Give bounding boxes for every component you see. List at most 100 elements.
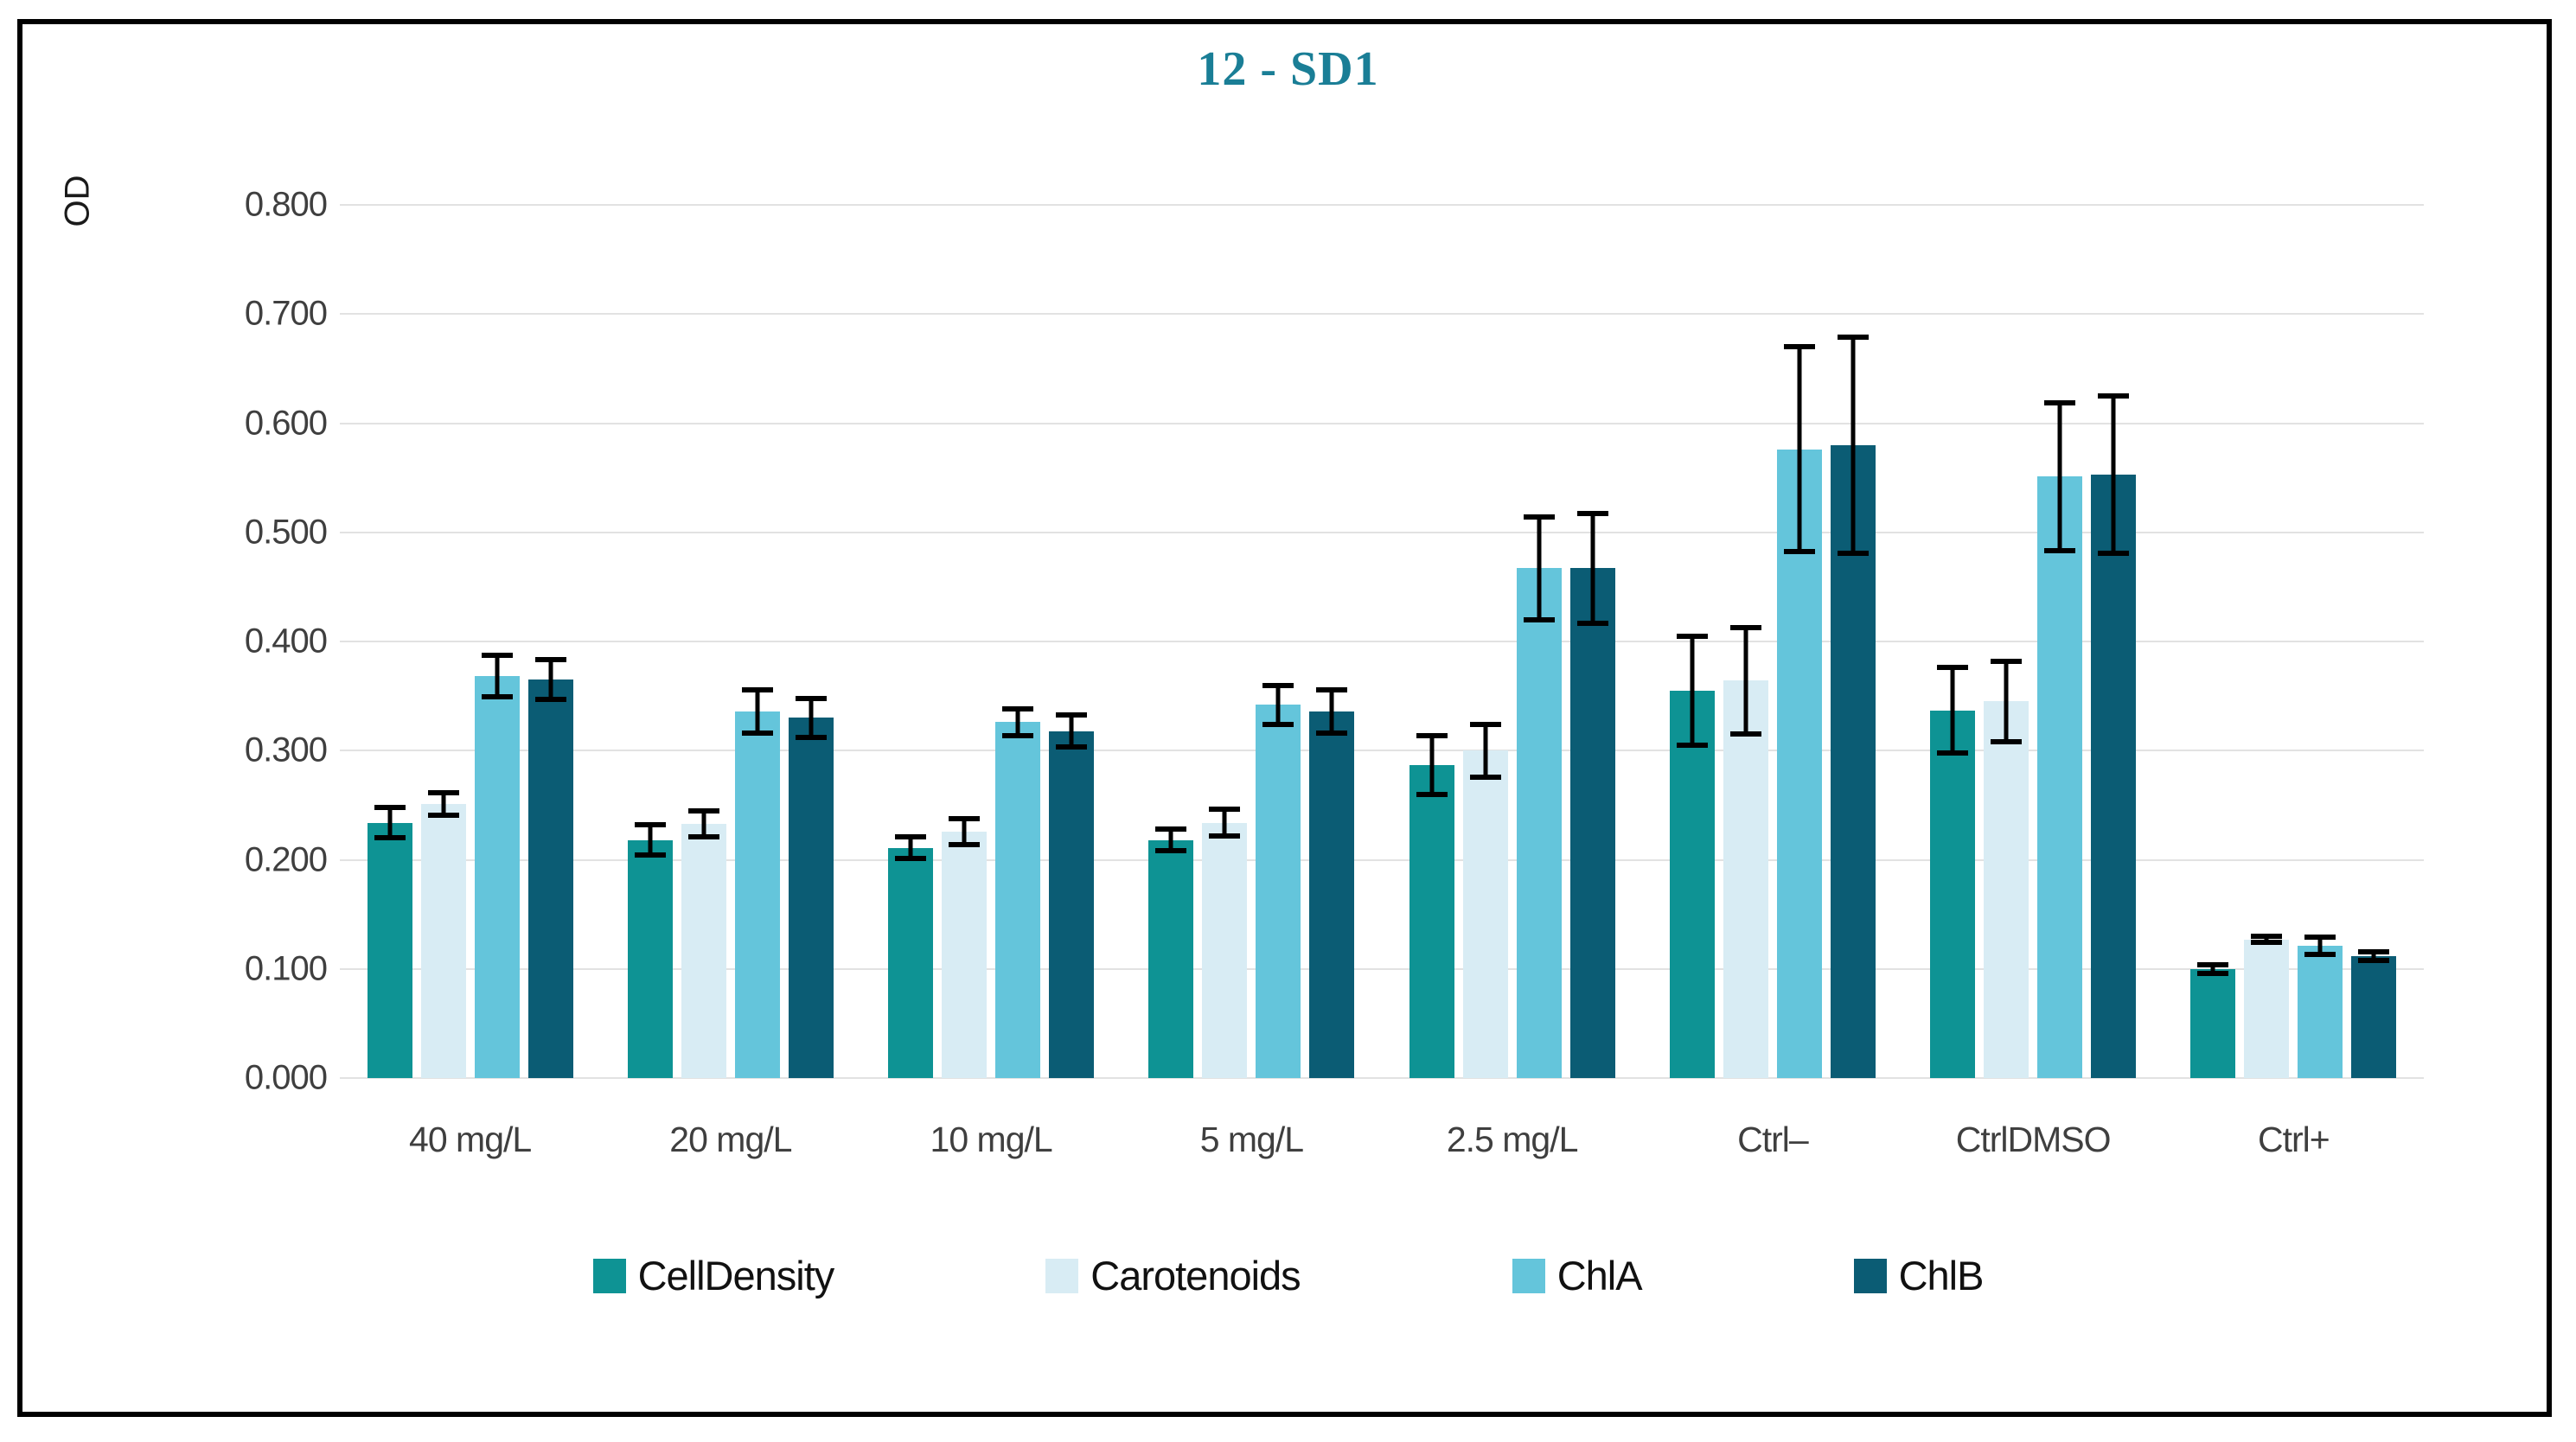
plot-area: 0.800 0.700 0.600 0.500 0.400 0.300 0.200 0.100… (245, 186, 2424, 1159)
gridline (340, 641, 2424, 642)
x-tick-label: 10 mg/L (930, 1120, 1053, 1159)
error-bar (755, 689, 760, 734)
error-bar-cap (1837, 334, 1869, 340)
bar-celldensity-2 (627, 839, 673, 1078)
bar-chla-2 (734, 711, 780, 1078)
error-bar-cap (1837, 550, 1869, 556)
bar-celldensity-5 (1409, 764, 1454, 1078)
gridline (340, 313, 2424, 316)
legend-label: ChlB (1898, 1253, 1985, 1298)
bar-carotenoids-2 (681, 823, 726, 1078)
error-bar (1168, 829, 1173, 852)
error-bar-cap (895, 856, 927, 862)
error-bar-cap (1209, 833, 1241, 839)
bar-chla-1 (474, 676, 520, 1078)
bar-carotenoids-8 (2244, 939, 2290, 1078)
error-bar-cap (2304, 952, 2336, 958)
error-bar-cap (534, 657, 566, 663)
error-bar-cap (1155, 826, 1187, 833)
error-bar (1329, 689, 1334, 734)
bar-chla-8 (2298, 946, 2343, 1078)
x-tick-label: 5 mg/L (1199, 1120, 1304, 1159)
error-bar-cap (2251, 940, 2283, 946)
error-bar (1690, 635, 1695, 745)
error-bar-cap (1729, 624, 1761, 630)
bar-chlb-5 (1569, 568, 1615, 1078)
error-bar (2371, 951, 2376, 960)
error-bar-cap (2044, 548, 2076, 554)
error-bar (1222, 809, 1227, 836)
error-bar-cap (1576, 511, 1608, 517)
error-bar (548, 660, 553, 699)
gridline (340, 422, 2424, 424)
y-tick-label: 0.800 (244, 185, 328, 224)
error-bar-cap (2358, 957, 2390, 963)
bar-celldensity-4 (1148, 839, 1194, 1078)
bar-chla-5 (1516, 568, 1562, 1078)
legend: CellDensity Carotenoids ChlA ChlB (0, 1252, 2576, 1299)
legend-label: ChlA (1556, 1253, 1643, 1298)
error-bar (2317, 937, 2323, 955)
error-bar-cap (1937, 750, 1969, 756)
gridline (340, 858, 2424, 861)
error-bar (2004, 660, 2009, 743)
error-bar-cap (949, 815, 981, 821)
bar-chlb-3 (1049, 731, 1095, 1078)
error-bar-cap (374, 835, 406, 841)
bar-carotenoids-7 (1984, 701, 2029, 1078)
legend-swatch-celldensity (592, 1258, 626, 1293)
error-bar (648, 825, 653, 856)
error-bar (1590, 514, 1595, 623)
error-bar (387, 807, 393, 839)
error-bar-cap (2251, 933, 2283, 939)
legend-item-celldensity: CellDensity (592, 1252, 834, 1299)
gridline (340, 967, 2424, 970)
legend-swatch-chlb (1853, 1258, 1887, 1293)
bar-chla-3 (995, 722, 1041, 1078)
error-bar-cap (1676, 742, 1708, 748)
error-bar-cap (481, 694, 513, 700)
error-bar-cap (687, 833, 719, 839)
error-bar-cap (1002, 732, 1034, 738)
error-bar-cap (795, 735, 827, 741)
error-bar-cap (1002, 706, 1034, 712)
y-tick-label: 0.600 (244, 404, 328, 442)
error-bar (2057, 402, 2062, 552)
bar-celldensity-1 (367, 822, 412, 1078)
error-bar-cap (634, 852, 666, 858)
error-bar-cap (2197, 961, 2229, 967)
error-bar-cap (1676, 633, 1708, 639)
legend-label: Carotenoids (1090, 1253, 1301, 1298)
gridline (340, 750, 2424, 752)
error-bar-cap (1262, 682, 1294, 688)
bar-celldensity-3 (888, 847, 934, 1078)
error-bar (908, 836, 913, 859)
legend-swatch-chla (1512, 1258, 1545, 1293)
x-tick-label: Ctrl+ (2258, 1120, 2330, 1159)
error-bar (1015, 709, 1020, 736)
y-tick-label: 0.100 (244, 949, 328, 988)
gridline (340, 531, 2424, 533)
error-bar-cap (1991, 739, 2023, 745)
legend-item-carotenoids: Carotenoids (1045, 1252, 1301, 1299)
error-bar (1537, 517, 1542, 620)
error-bar (1743, 627, 1748, 735)
error-bar-cap (1729, 731, 1761, 737)
error-bar-cap (1416, 732, 1448, 738)
bar-carotenoids-6 (1723, 680, 1768, 1078)
error-bar-cap (1209, 807, 1241, 813)
error-bar-cap (2098, 392, 2130, 399)
error-bar (809, 698, 814, 738)
chart-title: 12 - SD1 (1197, 42, 1379, 96)
gridline (340, 204, 2424, 206)
bar-carotenoids-1 (420, 804, 466, 1078)
y-tick-label: 0.400 (244, 622, 328, 660)
error-bar (1483, 724, 1488, 777)
x-tick-label: 2.5 mg/L (1446, 1120, 1579, 1159)
error-bar-cap (795, 695, 827, 701)
bar-carotenoids-3 (942, 831, 988, 1078)
y-tick-label: 0.000 (244, 1058, 328, 1097)
error-bar-cap (1056, 711, 1088, 718)
error-bar-cap (2358, 948, 2390, 954)
bar-celldensity-6 (1669, 690, 1715, 1078)
